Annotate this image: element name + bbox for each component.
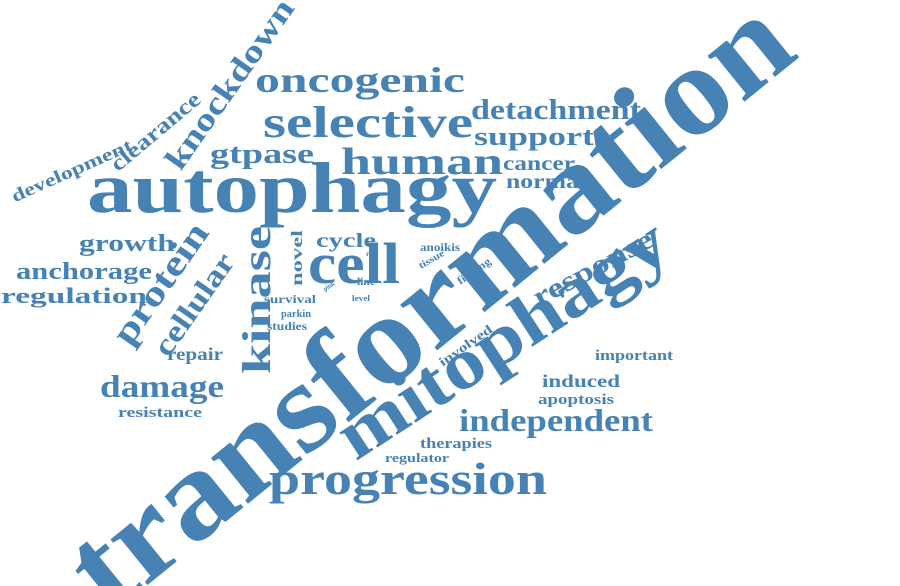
word-parkin: parkin — [281, 309, 311, 320]
word-regulator: regulator — [385, 450, 449, 465]
word-therapies: therapies — [420, 436, 492, 452]
word-gtpase: gtpase — [210, 139, 314, 170]
word-kinase: kinase — [234, 226, 279, 374]
word-progression: progression — [269, 453, 547, 504]
word-induced: induced — [542, 371, 620, 391]
word-normal: normal — [506, 171, 587, 193]
word-repair: repair — [167, 344, 223, 364]
word-autophagy: autophagy — [87, 148, 497, 228]
word-oncogenic: oncogenic — [255, 60, 465, 100]
word-resistance: resistance — [118, 405, 202, 421]
word-cancer: cancer — [503, 153, 575, 175]
word-detachment: detachment — [471, 95, 642, 126]
word-human: human — [341, 141, 503, 183]
word-regulation: regulation — [1, 283, 147, 308]
word-cycle: cycle — [316, 230, 376, 252]
word-growth: growth — [79, 231, 175, 257]
word-survival: survival — [264, 292, 317, 306]
word-anoikis: anoikis — [420, 240, 460, 254]
word-important: important — [595, 348, 673, 364]
word-independent: independent — [459, 402, 653, 438]
word-apoptosis: apoptosis — [538, 392, 614, 408]
word-cell: cell — [308, 231, 400, 296]
word-anchorage: anchorage — [16, 259, 152, 285]
word-level: level — [352, 294, 371, 303]
word-line: line — [357, 277, 376, 288]
word-studies: studies — [267, 319, 307, 333]
word-selective: selective — [263, 98, 473, 147]
word-damage: damage — [100, 368, 224, 404]
word-support: support — [474, 122, 594, 151]
word-role: role — [366, 250, 378, 258]
word-novel: novel — [289, 229, 306, 286]
